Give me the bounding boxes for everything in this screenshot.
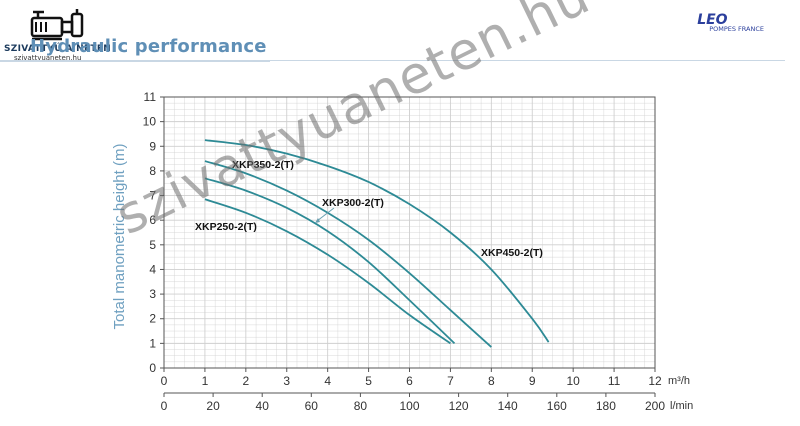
x2-tick-label: 200: [645, 399, 665, 413]
brand-logo: LEO POMPES FRANCE: [697, 12, 764, 33]
x-tick-label: 2: [242, 374, 249, 388]
brand-subtitle: POMPES FRANCE: [709, 25, 764, 33]
x-tick-label: 5: [365, 374, 372, 388]
site-logo[interactable]: SZIVATTYÚ A NETEN szivattyuaneten.hu: [4, 8, 124, 62]
x2-tick-label: 20: [206, 399, 220, 413]
site-name: SZIVATTYÚ A NETEN: [4, 44, 112, 54]
label-pointer-line: [316, 207, 335, 222]
x2-tick-label: 60: [305, 399, 319, 413]
y-tick-label: 8: [149, 164, 156, 178]
curve-xkp250-2-t: [204, 198, 451, 345]
series-label: XKP300-2(T): [322, 197, 384, 209]
y-tick-label: 6: [149, 213, 156, 227]
x-tick-label: 8: [488, 374, 495, 388]
x2-tick-label: 0: [161, 399, 168, 413]
brand-name: LEO: [697, 12, 728, 28]
y-tick-label: 9: [149, 139, 156, 153]
x-tick-label: 10: [566, 374, 580, 388]
x-tick-label: 12: [648, 374, 662, 388]
series-label: XKP450-2(T): [481, 247, 543, 259]
x-tick-label: 4: [324, 374, 331, 388]
y-tick-label: 5: [149, 238, 156, 252]
y-tick-label: 4: [149, 262, 156, 276]
x2-tick-label: 180: [596, 399, 616, 413]
x-tick-label: 9: [529, 374, 536, 388]
series-label: XKP350-2(T): [232, 159, 294, 171]
x2-tick-label: 140: [498, 399, 518, 413]
x2-tick-label: 100: [399, 399, 419, 413]
header-divider-thin: [265, 60, 785, 61]
x2-tick-label: 40: [256, 399, 270, 413]
curve-xkp450-2-t: [204, 139, 550, 343]
y-tick-label: 3: [149, 287, 156, 301]
page-title: Hydraulic performance: [30, 36, 267, 57]
label-pointer-arrowhead: [315, 218, 320, 223]
x-tick-label: 0: [161, 374, 168, 388]
pump-icon: [30, 9, 84, 41]
x-tick-label: 3: [283, 374, 290, 388]
y-tick-label: 2: [149, 312, 156, 326]
header-divider: [0, 60, 270, 62]
curve-xkp350-2-t: [204, 160, 492, 348]
y-tick-label: 1: [149, 336, 156, 350]
x2-tick-label: 120: [449, 399, 469, 413]
x-axis-label-lmin: l/min: [670, 400, 693, 412]
site-url: szivattyuaneten.hu: [14, 54, 82, 62]
x-tick-label: 6: [406, 374, 413, 388]
y-tick-label: 0: [149, 361, 156, 375]
y-tick-label: 11: [144, 90, 157, 104]
x-tick-label: 1: [202, 374, 209, 388]
x2-tick-label: 160: [547, 399, 567, 413]
x-axis-label-m3h: m³/h: [668, 375, 690, 387]
series-label: XKP250-2(T): [195, 221, 257, 233]
x2-tick-label: 80: [354, 399, 368, 413]
y-tick-label: 10: [143, 115, 157, 129]
y-axis-label: Total manometric height (m): [111, 144, 128, 330]
x-tick-label: 11: [608, 374, 621, 388]
y-tick-label: 7: [149, 189, 156, 203]
curve-xkp300-2-t: [204, 177, 456, 345]
x-tick-label: 7: [447, 374, 454, 388]
